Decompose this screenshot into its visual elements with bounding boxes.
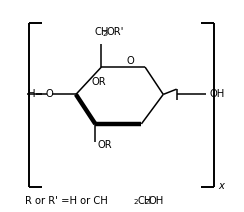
Text: 2: 2 [134, 199, 138, 205]
Text: O: O [127, 56, 134, 66]
Text: H: H [28, 89, 35, 99]
Text: CH: CH [94, 27, 109, 37]
Text: OR': OR' [106, 27, 124, 37]
Text: x: x [218, 181, 224, 191]
Text: OH: OH [209, 89, 224, 99]
Text: 2: 2 [103, 31, 107, 37]
Text: CH: CH [137, 196, 152, 206]
Text: OR: OR [92, 77, 106, 87]
Text: OR: OR [98, 140, 112, 150]
Text: 2: 2 [145, 199, 149, 205]
Text: O: O [45, 89, 53, 99]
Text: R or R' =H or CH: R or R' =H or CH [25, 196, 108, 206]
Text: OH: OH [148, 196, 164, 206]
